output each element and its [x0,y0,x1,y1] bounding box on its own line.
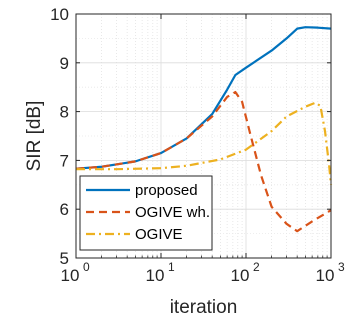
x-tick-exponent: 3 [338,260,345,274]
x-tick-label: 10 [61,266,80,285]
y-tick-label: 10 [50,5,69,24]
legend-label-1: proposed [135,182,198,199]
legend-label-2: OGIVE wh. [135,204,210,221]
y-tick-label: 8 [60,103,69,122]
y-tick-label: 5 [60,249,69,268]
plot-frame [75,13,332,259]
legend-label-3: OGIVE [135,226,183,243]
y-tick-label: 7 [60,151,69,170]
y-tick-label: 6 [60,200,69,219]
legend: proposed OGIVE wh. OGIVE [79,175,213,251]
x-tick-exponent: 2 [253,260,260,274]
x-tick-exponent: 1 [168,260,175,274]
series-line-1 [75,26,332,170]
y-axis-label: SIR [dB] [24,101,45,172]
x-tick-label: 10 [146,266,165,285]
series-layer [75,26,333,233]
series-line-3 [76,101,333,185]
x-tick-label: 10 [231,266,250,285]
x-tick-label: 10 [316,266,335,285]
x-tick-exponent: 0 [83,260,90,274]
x-axis-label: iteration [170,297,238,318]
y-tick-label: 9 [60,54,69,73]
